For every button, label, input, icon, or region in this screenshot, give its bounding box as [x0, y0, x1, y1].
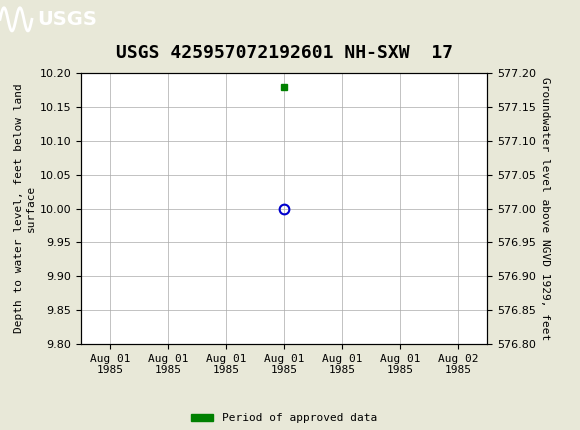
Text: USGS: USGS [38, 10, 97, 29]
Y-axis label: Depth to water level, feet below land
surface: Depth to water level, feet below land su… [14, 84, 35, 333]
Text: USGS 425957072192601 NH-SXW  17: USGS 425957072192601 NH-SXW 17 [115, 44, 453, 62]
Legend: Period of approved data: Period of approved data [187, 409, 382, 428]
Y-axis label: Groundwater level above NGVD 1929, feet: Groundwater level above NGVD 1929, feet [540, 77, 550, 340]
